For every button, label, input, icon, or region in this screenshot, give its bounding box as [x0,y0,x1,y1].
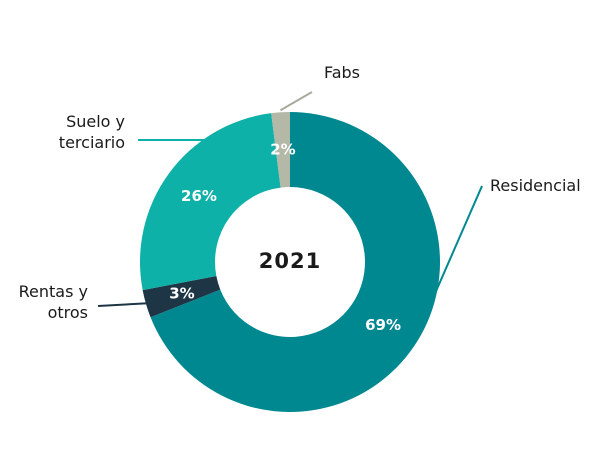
slice-category-label-1: Rentas y otros [19,282,88,322]
slice-value-label-0: 69% [365,316,401,334]
slice-value-label-2: 26% [181,187,217,205]
slice-category-label-0: Residencial [490,176,581,195]
leader-line-2 [138,139,213,177]
slice-value-labels: 69% 3% 26% 2% [169,141,401,335]
slice-category-label-3: Fabs [324,63,360,82]
donut-slices [139,112,441,413]
donut-slice-1 [142,276,221,318]
slice-category-label-2: Suelo y terciario [59,112,125,152]
donut-slice-2 [139,113,281,291]
donut-slice-3 [271,112,290,188]
leader-line-3 [279,91,313,112]
leader-line-1 [97,302,148,307]
slice-value-label-3: 2% [270,141,295,159]
donut-slice-0 [150,112,441,413]
slice-value-label-1: 3% [169,284,194,302]
leader-line-0 [411,185,483,346]
slice-category-labels: Residencial Rentas y otros Suelo y terciario… [19,63,581,322]
leader-lines [97,91,483,346]
center-year-label: 2021 [259,249,321,273]
